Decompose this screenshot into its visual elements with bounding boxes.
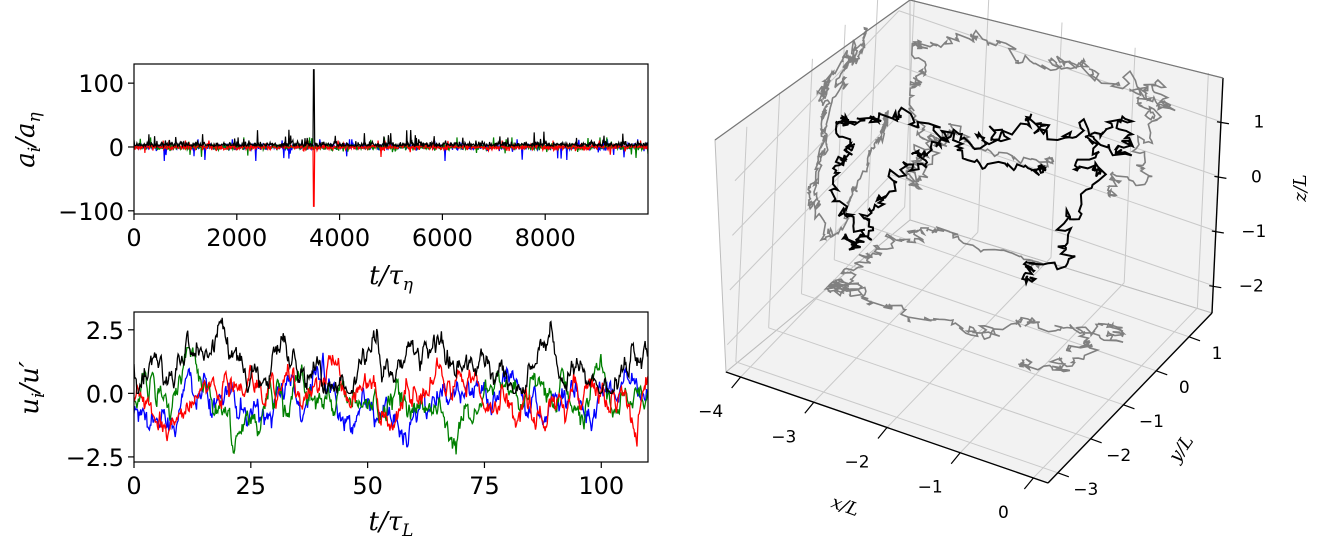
x3d-tick-label: −2 [844, 453, 869, 473]
projection-left [806, 26, 890, 242]
left-grid-y [833, 24, 846, 260]
accel-frame [133, 63, 649, 215]
back-grid-z [896, 64, 1219, 177]
floor-grid-y [866, 225, 1190, 338]
z3d-label: z/L [1290, 174, 1311, 203]
accel-xtick-label: 0 [126, 224, 141, 252]
velocity-series-line [134, 354, 648, 447]
left-grid-y [768, 92, 781, 328]
x3d-tick-label: 0 [998, 503, 1009, 523]
y3d-label: y/L [1164, 431, 1198, 467]
projection-floor [823, 225, 1127, 373]
trajectory-3d [806, 26, 1176, 373]
accel-xtick-label: 2000 [206, 224, 267, 252]
left-grid-z [726, 174, 892, 346]
velocity-frame [133, 311, 649, 463]
floor-grid-y [768, 327, 1091, 440]
accel-ytick-label: −100 [58, 198, 124, 226]
z-axis-line [1211, 77, 1224, 314]
y3d-tick [1123, 404, 1135, 410]
back-grid-x [1123, 47, 1136, 283]
z3d-tick-label: 1 [1254, 113, 1265, 133]
y3d-tick [1090, 438, 1102, 444]
velocity-xtick-label: 50 [352, 472, 383, 500]
floor-grid-x [740, 206, 905, 378]
left-grid-y [735, 126, 748, 362]
x3d-label: x/L [828, 492, 862, 521]
z3d-tick [1216, 121, 1230, 125]
floor-grid-y [834, 259, 1157, 372]
trajectory-3d-panel: −4 −3 −2 −1 0 −3 −2 −1 0 1 −2 −1 0 1 x/L y/L z/L [698, 0, 1311, 523]
velocity-series-line [134, 352, 648, 448]
floor-grid-y [801, 293, 1124, 406]
pane-edge-top-left [714, 0, 911, 141]
x3d-tick [950, 452, 961, 465]
velocity-ylabel: ui/u′ [15, 361, 49, 415]
x3d-tick [877, 427, 888, 439]
left-grid-y [866, 0, 879, 226]
velocity-xlabel: t/τL [369, 507, 414, 541]
accel-xtick-label: 6000 [412, 224, 473, 252]
accel-xtick-label: 4000 [309, 224, 370, 252]
back-grid-z [891, 174, 1214, 287]
y-axis-line [1047, 312, 1213, 484]
z3d-tick [1209, 285, 1222, 289]
velocity-xtick-label: 75 [469, 472, 500, 500]
back-grid-x [977, 0, 990, 233]
ticks-3d: −4 −3 −2 −1 0 −3 −2 −1 0 1 −2 −1 0 1 [698, 113, 1266, 523]
trajectory-line [828, 106, 1136, 287]
x3d-tick [1023, 477, 1034, 490]
y3d-tick [1188, 336, 1201, 342]
z3d-tick-label: −2 [1239, 277, 1264, 297]
x3d-tick-label: −1 [918, 478, 943, 498]
z3d-tick [1211, 230, 1224, 234]
accel-series-line [134, 69, 648, 149]
velocity-xtick-label: 25 [236, 472, 267, 500]
grid-3d [726, 0, 1222, 479]
velocity-series-line [134, 317, 648, 395]
left-grid-z [734, 10, 900, 182]
left-grid-z [732, 65, 897, 236]
velocity-ytick-label: 0.0 [86, 380, 124, 408]
back-grid-x [1196, 72, 1209, 308]
x3d-tick-label: −3 [771, 427, 796, 447]
left-grid-y [800, 58, 813, 294]
velocity-ytick-label: 2.5 [86, 317, 124, 345]
y3d-tick-label: −1 [1139, 412, 1164, 432]
x3d-tick [804, 401, 815, 414]
floor-grid-x [813, 231, 979, 403]
z3d-tick [1214, 175, 1227, 179]
y3d-tick-label: −2 [1106, 446, 1131, 466]
x3d-tick-label: −4 [698, 402, 723, 422]
y3d-tick [1057, 472, 1070, 478]
velocity-series [134, 317, 648, 455]
accel-ytick-label: 100 [78, 70, 124, 98]
y3d-tick-label: 1 [1212, 344, 1223, 364]
accel-ytick-label: 0 [109, 134, 124, 162]
y3d-tick-label: 0 [1179, 378, 1190, 398]
pane-edge-top-back [909, 0, 1224, 79]
floor-grid-y [735, 361, 1059, 474]
accel-xtick-label: 8000 [515, 224, 576, 252]
velocity-ticks: 0 25 50 75 100 −2.5 0.0 2.5 [66, 317, 624, 500]
accel-series-line [134, 140, 648, 207]
velocity-xtick-label: 0 [126, 472, 141, 500]
accel-xlabel: t/τη [369, 261, 414, 295]
projection-back [904, 29, 1176, 199]
velocity-ytick-label: −2.5 [66, 444, 124, 472]
velocity-xtick-label: 100 [578, 472, 624, 500]
z3d-tick-label: −1 [1241, 222, 1266, 242]
y3d-tick [1156, 370, 1168, 376]
z3d-tick-label: 0 [1251, 167, 1262, 187]
accel-ylabel: ai/aη [11, 111, 45, 167]
floor-grid-x [886, 257, 1052, 428]
floor-grid-x [1033, 307, 1198, 479]
x3d-tick [731, 376, 742, 389]
y3d-tick-label: −3 [1073, 480, 1098, 500]
accel-series [134, 69, 648, 207]
velocity-panel: 0 25 50 75 100 −2.5 0.0 2.5 t/τL ui/u′ [15, 311, 649, 541]
